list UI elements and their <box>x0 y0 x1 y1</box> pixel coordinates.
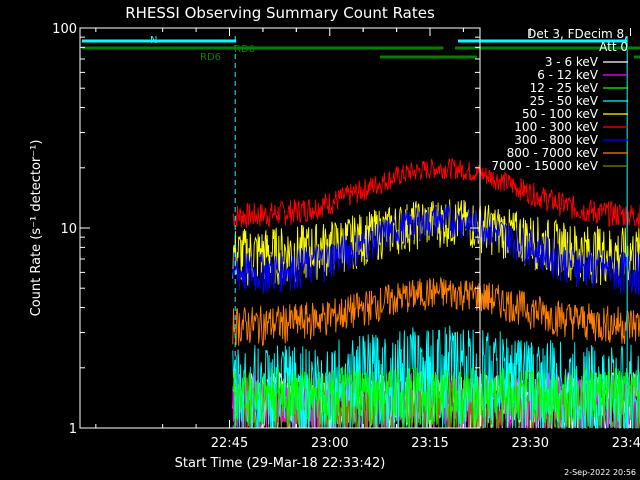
render-timestamp: 2-Sep-2022 20:56 <box>564 468 636 477</box>
legend-entry-label: 7000 - 15000 keV <box>491 159 598 173</box>
legend-entry-label: 6 - 12 keV <box>537 68 599 82</box>
legend-entry-label: 3 - 6 keV <box>545 55 599 69</box>
x-tick-label: 23:30 <box>512 436 549 451</box>
rd0-label: RD0 <box>234 44 255 55</box>
y-axis-label: Count Rate (s⁻¹ detector⁻¹) <box>29 140 44 317</box>
y-tick-label: 100 <box>52 22 77 37</box>
x-tick-label: 23:00 <box>311 436 348 451</box>
series-line-2 <box>232 367 640 428</box>
legend-title-line: Det 3, FDecim 8, <box>527 27 628 41</box>
legend-entry-label: 50 - 100 keV <box>522 107 599 121</box>
legend-entry-label: 12 - 25 keV <box>530 81 599 95</box>
legend-title-line: Att 0 <box>599 40 628 54</box>
y-tick-label: 10 <box>60 222 77 237</box>
chart-title: RHESSI Observing Summary Count Rates <box>125 4 435 22</box>
legend-entry-label: 25 - 50 keV <box>530 94 599 108</box>
x-tick-label: 22:45 <box>211 436 248 451</box>
x-tick-label: 23:15 <box>411 436 448 451</box>
series-line-6 <box>232 204 640 296</box>
legend-entry-label: 300 - 800 keV <box>514 133 598 147</box>
n-label: N <box>150 35 157 46</box>
legend-entry-label: 800 - 7000 keV <box>507 146 599 160</box>
series-line-7 <box>232 276 640 347</box>
y-tick-label: 1 <box>69 422 77 437</box>
series-line-5 <box>232 158 640 230</box>
rd6-label: RD6 <box>200 52 221 63</box>
legend-entry-label: 100 - 300 keV <box>514 120 598 134</box>
x-tick-label: 23:45 <box>612 436 640 451</box>
x-axis-label: Start Time (29-Mar-18 22:33:42) <box>175 456 386 471</box>
